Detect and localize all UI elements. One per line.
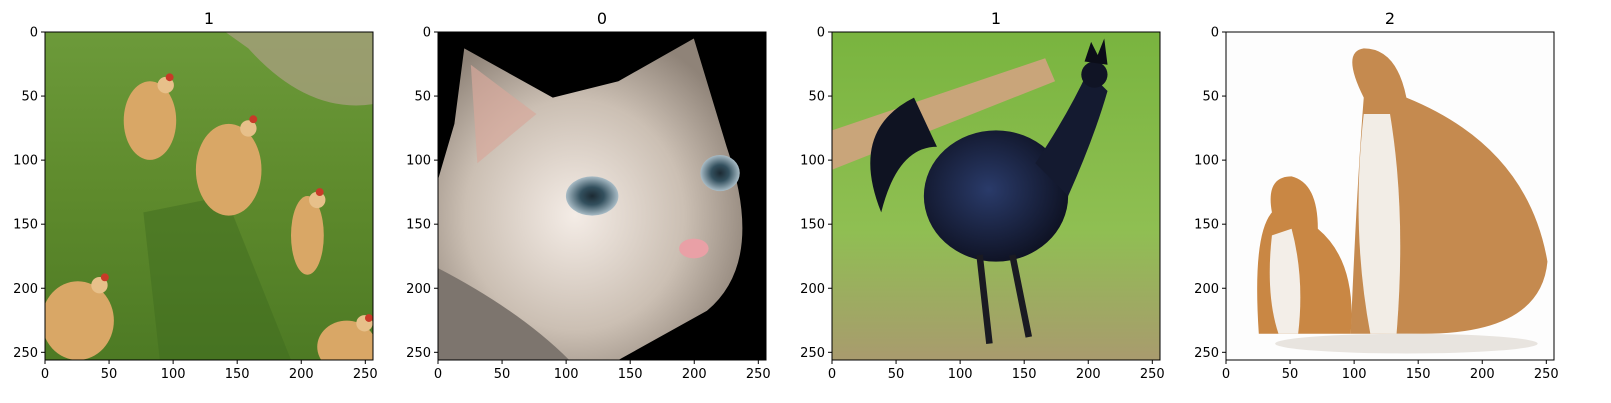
x-tick-label: 150 (1012, 367, 1037, 382)
hen-comb (315, 188, 324, 196)
rooster-tail (870, 97, 937, 213)
x-tick-label: 100 (948, 367, 973, 382)
y-tick-label: 250 (13, 346, 38, 361)
axes-frame (44, 31, 374, 361)
y-tick-label: 200 (406, 282, 431, 297)
x-tick-label: 250 (353, 367, 378, 382)
y-tick-label: 100 (1194, 154, 1219, 169)
y-tick-label: 0 (423, 26, 431, 41)
cat-nose (679, 238, 709, 259)
rooster-head (1081, 61, 1108, 88)
y-tick-label: 0 (1211, 26, 1219, 41)
y-tick-label: 100 (406, 154, 431, 169)
x-tick-label: 200 (1076, 367, 1101, 382)
hen-comb (249, 115, 258, 124)
subplot-title: 1 (991, 9, 1001, 28)
x-tick-label: 150 (618, 367, 643, 382)
hen-comb (364, 314, 373, 322)
y-tick-label: 250 (1194, 346, 1219, 361)
hen-head (91, 277, 108, 294)
rooster-legs (976, 254, 1033, 344)
x-tick-label: 200 (682, 367, 707, 382)
y-tick-label: 50 (21, 90, 38, 105)
cat-ear-inner (470, 64, 537, 164)
x-tick-label: 50 (494, 367, 511, 382)
x-tick-label: 200 (1470, 367, 1495, 382)
y-tick-label: 150 (800, 218, 825, 233)
y-tick-label: 150 (1194, 218, 1219, 233)
x-tick-label: 250 (1534, 367, 1559, 382)
cat-eye-left (565, 176, 619, 216)
subplot-title: 2 (1385, 9, 1395, 28)
hen (45, 281, 114, 360)
x-tick-label: 250 (1140, 367, 1165, 382)
y-tick-label: 200 (1194, 282, 1219, 297)
y-tick-label: 50 (414, 90, 431, 105)
hen-comb (165, 73, 174, 82)
x-tick-label: 100 (1342, 367, 1367, 382)
cat-body (438, 268, 570, 360)
y-tick-label: 100 (13, 154, 38, 169)
y-tick-label: 50 (1202, 90, 1219, 105)
image-3 (832, 32, 1160, 360)
subplot-title: 0 (597, 9, 607, 28)
rooster-comb (1084, 38, 1108, 65)
x-tick-label: 100 (161, 367, 186, 382)
image-1 (45, 32, 373, 360)
y-tick-label: 200 (13, 282, 38, 297)
dirt-path (225, 32, 373, 106)
y-tick-label: 150 (406, 218, 431, 233)
x-tick-label: 0 (1222, 367, 1230, 382)
floor-shadow (1275, 333, 1538, 354)
cat-eye-right (700, 155, 740, 192)
y-tick-label: 0 (30, 26, 38, 41)
hen-comb (100, 273, 109, 282)
hen (291, 196, 324, 275)
hen (195, 123, 262, 216)
y-tick-label: 0 (817, 26, 825, 41)
big-bulldog-chest (1358, 114, 1401, 334)
hen-shadow (143, 196, 291, 360)
rooster-body (923, 130, 1069, 262)
x-tick-label: 250 (746, 367, 771, 382)
x-tick-label: 150 (1406, 367, 1431, 382)
x-tick-label: 50 (1282, 367, 1299, 382)
y-tick-label: 100 (800, 154, 825, 169)
hen (317, 320, 373, 360)
x-tick-label: 150 (225, 367, 250, 382)
small-bulldog-chest (1269, 228, 1301, 334)
hen-head (309, 191, 326, 209)
axes-frame (831, 31, 1161, 361)
hen-head (240, 120, 257, 137)
rooster-neck (1035, 71, 1108, 196)
x-tick-label: 0 (41, 367, 49, 382)
y-tick-label: 250 (800, 346, 825, 361)
subplot-title: 1 (204, 9, 214, 28)
x-tick-label: 0 (434, 367, 442, 382)
x-tick-label: 200 (289, 367, 314, 382)
y-tick-label: 250 (406, 346, 431, 361)
hen (123, 81, 177, 160)
image-2 (438, 32, 766, 360)
axes-frame (1225, 31, 1555, 361)
x-tick-label: 50 (888, 367, 905, 382)
x-tick-label: 0 (828, 367, 836, 382)
y-tick-label: 200 (800, 282, 825, 297)
x-tick-label: 100 (554, 367, 579, 382)
image-4 (1226, 32, 1554, 360)
y-tick-label: 150 (13, 218, 38, 233)
axes-frame (437, 31, 767, 361)
y-tick-label: 50 (808, 90, 825, 105)
x-tick-label: 50 (101, 367, 118, 382)
